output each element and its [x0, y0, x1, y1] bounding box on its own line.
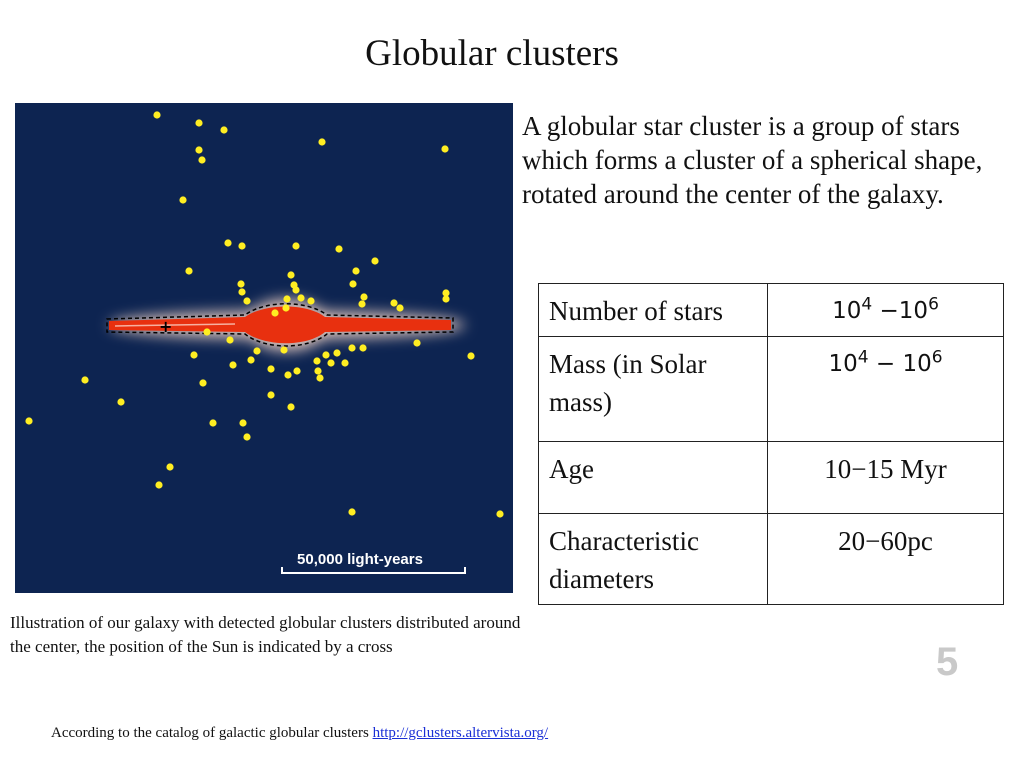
row-value: 20−60pc [767, 513, 1004, 605]
globular-cluster-dot [117, 398, 125, 406]
figure-caption: Illustration of our galaxy with detected… [10, 613, 521, 656]
row-value: 104 −106 [767, 283, 1004, 337]
galaxy-illustration-icon: + 50,000 light-years [25, 111, 504, 574]
globular-cluster-dot [267, 391, 275, 399]
globular-cluster-dot [352, 267, 360, 275]
disk-streak [114, 323, 236, 327]
globular-clusters [25, 111, 504, 518]
globular-cluster-dot [284, 371, 292, 379]
globular-cluster-dot [358, 300, 366, 308]
globular-cluster-dot [224, 239, 232, 247]
globular-cluster-dot [442, 295, 450, 303]
globular-cluster-dot [243, 433, 251, 441]
table-row: Number of stars 104 −106 [538, 283, 1004, 337]
globular-cluster-dot [267, 365, 275, 373]
globular-cluster-dot [442, 289, 450, 297]
footnote-text: According to the catalog of galactic glo… [51, 725, 373, 741]
page-number: 5 [936, 640, 959, 684]
scale-bar [281, 567, 466, 574]
globular-cluster-dot [441, 145, 449, 153]
globular-cluster-dot [190, 351, 198, 359]
globular-cluster-dot [360, 293, 368, 301]
globular-cluster-dot [349, 280, 357, 288]
scale-label: 50,000 light-years [297, 551, 423, 568]
globular-cluster-dot [226, 336, 234, 344]
globular-cluster-dot [318, 138, 326, 146]
globular-cluster-dot [467, 352, 475, 360]
description-text: A globular star cluster is a group of st… [522, 111, 983, 209]
globular-cluster-dot [390, 299, 398, 307]
row-label: Characteristic diameters [538, 513, 768, 605]
table-row: Characteristic diameters 20−60pc [538, 513, 1004, 605]
table-row: Mass (in Solar mass) 104 − 106 [538, 336, 1004, 442]
globular-cluster-dot [185, 267, 193, 275]
globular-cluster-dot [199, 379, 207, 387]
footnote: According to the catalog of galactic glo… [51, 725, 548, 742]
globular-cluster-dot [238, 288, 246, 296]
globular-cluster-dot [327, 359, 335, 367]
globular-cluster-dot [25, 417, 33, 425]
globular-cluster-dot [396, 304, 404, 312]
globular-cluster-dot [280, 346, 288, 354]
globular-cluster-dot [81, 376, 89, 384]
globular-cluster-dot [287, 271, 295, 279]
globular-cluster-dot [271, 309, 279, 317]
globular-cluster-dot [179, 196, 187, 204]
globular-cluster-dot [243, 297, 251, 305]
globular-cluster-dot [229, 361, 237, 369]
row-label: Mass (in Solar mass) [538, 336, 768, 442]
globular-cluster-dot [297, 294, 305, 302]
globular-cluster-dot [282, 304, 290, 312]
globular-cluster-dot [307, 297, 315, 305]
globular-cluster-dot [239, 419, 247, 427]
globular-cluster-dot [155, 481, 163, 489]
galactic-disk [109, 306, 451, 344]
row-value: 104 − 106 [767, 336, 1004, 442]
catalog-link[interactable]: http://gclusters.altervista.org/ [372, 725, 549, 741]
globular-cluster-dot [341, 359, 349, 367]
globular-cluster-dot [333, 349, 341, 357]
cluster-properties-table: Number of stars 104 −106 Mass (in Solar … [538, 283, 1004, 605]
globular-cluster-dot [348, 344, 356, 352]
sun-marker: + [159, 317, 172, 336]
row-label: Age [538, 441, 768, 514]
globular-cluster-dot [198, 156, 206, 164]
globular-cluster-dot [314, 367, 322, 375]
globular-cluster-dot [153, 111, 161, 119]
globular-cluster-dot [220, 126, 228, 134]
disk-outline [106, 303, 454, 347]
globular-cluster-dot [283, 295, 291, 303]
globular-cluster-dot [292, 242, 300, 250]
row-label: Number of stars [538, 283, 768, 337]
globular-cluster-dot [313, 357, 321, 365]
globular-cluster-dot [413, 339, 421, 347]
globular-cluster-dot [348, 508, 356, 516]
table-row: Age 10−15 Myr [538, 441, 1004, 514]
globular-cluster-dot [359, 344, 367, 352]
globular-cluster-dot [292, 286, 300, 294]
globular-cluster-dot [195, 146, 203, 154]
globular-cluster-dot [166, 463, 174, 471]
globular-cluster-dot [287, 403, 295, 411]
globular-cluster-dot [322, 351, 330, 359]
globular-cluster-dot [293, 367, 301, 375]
globular-cluster-dot [203, 328, 211, 336]
globular-cluster-dot [335, 245, 343, 253]
globular-cluster-dot [247, 356, 255, 364]
slide-title: Globular clusters [365, 33, 619, 74]
globular-cluster-dot [209, 419, 217, 427]
globular-cluster-dot [253, 347, 261, 355]
globular-cluster-dot [237, 280, 245, 288]
globular-cluster-dot [238, 242, 246, 250]
globular-cluster-dot [316, 374, 324, 382]
globular-cluster-dot [496, 510, 504, 518]
galaxy-figure: + 50,000 light-years [15, 103, 513, 593]
row-value: 10−15 Myr [767, 441, 1004, 514]
globular-cluster-dot [371, 257, 379, 265]
globular-cluster-dot [195, 119, 203, 127]
